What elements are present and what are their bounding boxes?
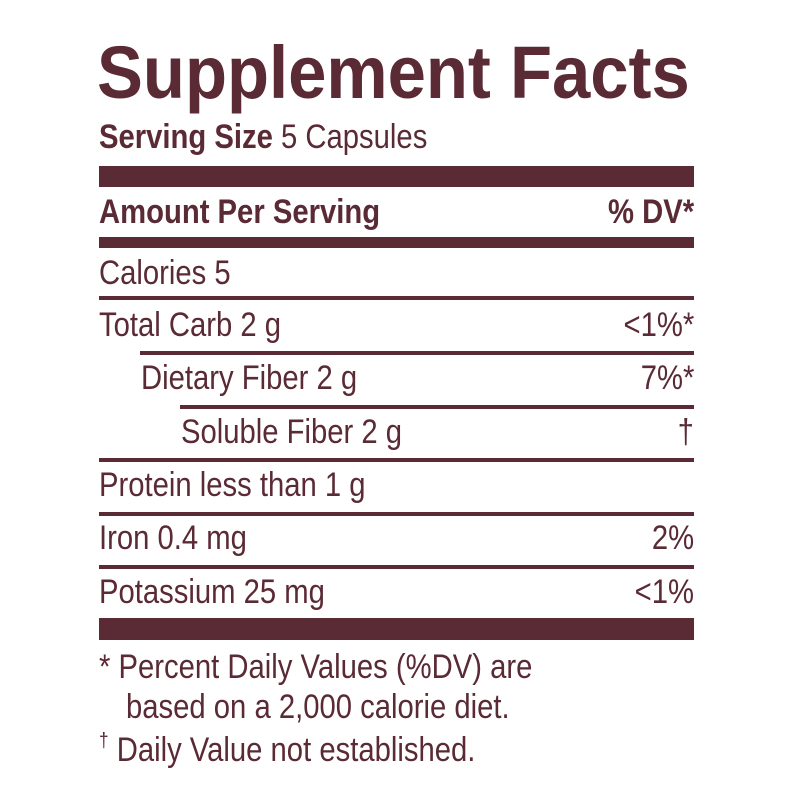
thick-divider-top bbox=[99, 166, 694, 187]
nutrient-dv: † bbox=[677, 413, 694, 451]
label-title: Supplement Facts bbox=[97, 31, 690, 114]
nutrient-row-dietary-fiber: Dietary Fiber 2 g 7%* bbox=[99, 358, 694, 398]
nutrient-label: Iron 0.4 mg bbox=[99, 519, 247, 557]
footnote-percent-dv-cont: based on a 2,000 calorie diet. bbox=[126, 690, 510, 724]
serving-size-label: Serving Size bbox=[99, 118, 273, 156]
row-divider bbox=[99, 512, 694, 516]
row-divider bbox=[99, 296, 694, 300]
supplement-facts-panel: Supplement Facts Serving Size 5 Capsules… bbox=[97, 0, 694, 800]
serving-size: Serving Size 5 Capsules bbox=[99, 120, 427, 154]
footnote-text: Percent Daily Values (%DV) are bbox=[118, 648, 533, 686]
nutrient-row-protein: Protein less than 1 g bbox=[99, 465, 694, 505]
thick-divider-bottom bbox=[99, 618, 694, 640]
footnote-dagger: † Daily Value not established. bbox=[99, 731, 475, 767]
dagger-mark: † bbox=[99, 730, 109, 752]
nutrient-row-total-carb: Total Carb 2 g <1%* bbox=[99, 305, 694, 345]
nutrient-label: Protein less than 1 g bbox=[99, 466, 366, 504]
footnote-text: Daily Value not established. bbox=[116, 731, 476, 769]
nutrient-row-iron: Iron 0.4 mg 2% bbox=[99, 518, 694, 558]
nutrient-row-calories: Calories 5 bbox=[99, 253, 694, 293]
nutrient-label: Dietary Fiber 2 g bbox=[141, 359, 358, 397]
row-divider bbox=[180, 405, 694, 409]
row-divider bbox=[99, 458, 694, 462]
nutrient-row-soluble-fiber: Soluble Fiber 2 g † bbox=[99, 412, 694, 452]
thick-divider-header bbox=[99, 237, 694, 248]
footnote-text: based on a 2,000 calorie diet. bbox=[126, 688, 510, 726]
nutrient-label: Calories 5 bbox=[99, 254, 231, 292]
nutrient-row-potassium: Potassium 25 mg <1% bbox=[99, 572, 694, 612]
row-divider bbox=[140, 351, 694, 355]
nutrient-label: Potassium 25 mg bbox=[99, 573, 325, 611]
nutrient-label: Total Carb 2 g bbox=[99, 306, 282, 344]
row-divider bbox=[99, 565, 694, 569]
nutrient-dv: 2% bbox=[651, 519, 694, 557]
asterisk-mark: * bbox=[99, 648, 111, 686]
dv-header: % DV* bbox=[607, 193, 694, 231]
serving-size-value: 5 Capsules bbox=[281, 118, 428, 156]
nutrient-dv: <1%* bbox=[623, 306, 694, 344]
nutrient-label: Soluble Fiber 2 g bbox=[181, 413, 403, 451]
header-row: Amount Per Serving % DV* bbox=[99, 192, 694, 232]
amount-per-serving-header: Amount Per Serving bbox=[99, 193, 381, 231]
nutrient-dv: 7%* bbox=[640, 359, 694, 397]
footnote-percent-dv: * Percent Daily Values (%DV) are bbox=[99, 650, 532, 684]
nutrient-dv: <1% bbox=[634, 573, 694, 611]
